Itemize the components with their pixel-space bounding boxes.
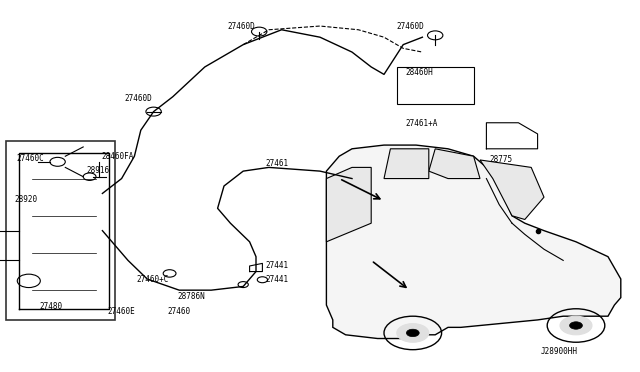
Text: 28916: 28916 (86, 166, 109, 174)
Polygon shape (326, 145, 621, 339)
Text: 28460H: 28460H (405, 68, 433, 77)
Text: 27460D: 27460D (227, 22, 255, 31)
Text: 28460FA: 28460FA (101, 153, 134, 161)
Text: 27460C: 27460C (16, 154, 44, 163)
Text: 27460E: 27460E (108, 307, 135, 316)
Text: 27461: 27461 (266, 159, 289, 168)
Text: 27441: 27441 (266, 262, 289, 270)
Circle shape (570, 322, 582, 329)
Text: 27460D: 27460D (125, 94, 152, 103)
Text: 27460D: 27460D (397, 22, 424, 31)
Polygon shape (480, 160, 544, 219)
Text: 28920: 28920 (14, 195, 37, 203)
Circle shape (406, 329, 419, 337)
Circle shape (397, 324, 429, 342)
Text: 27460+C: 27460+C (136, 275, 169, 284)
Polygon shape (429, 149, 480, 179)
Text: 27460: 27460 (167, 307, 190, 316)
Polygon shape (326, 167, 371, 242)
Text: 28786N: 28786N (178, 292, 205, 301)
Text: 27480: 27480 (40, 302, 63, 311)
Text: J28900HH: J28900HH (541, 347, 578, 356)
Text: 28775: 28775 (490, 155, 513, 164)
Polygon shape (384, 149, 429, 179)
Text: 27441: 27441 (266, 275, 289, 284)
Text: 27461+A: 27461+A (405, 119, 438, 128)
Circle shape (560, 316, 592, 335)
